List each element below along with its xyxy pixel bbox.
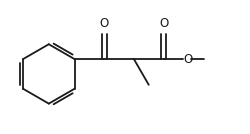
Text: O: O xyxy=(183,53,192,66)
Text: O: O xyxy=(100,17,109,30)
Text: O: O xyxy=(159,17,168,30)
